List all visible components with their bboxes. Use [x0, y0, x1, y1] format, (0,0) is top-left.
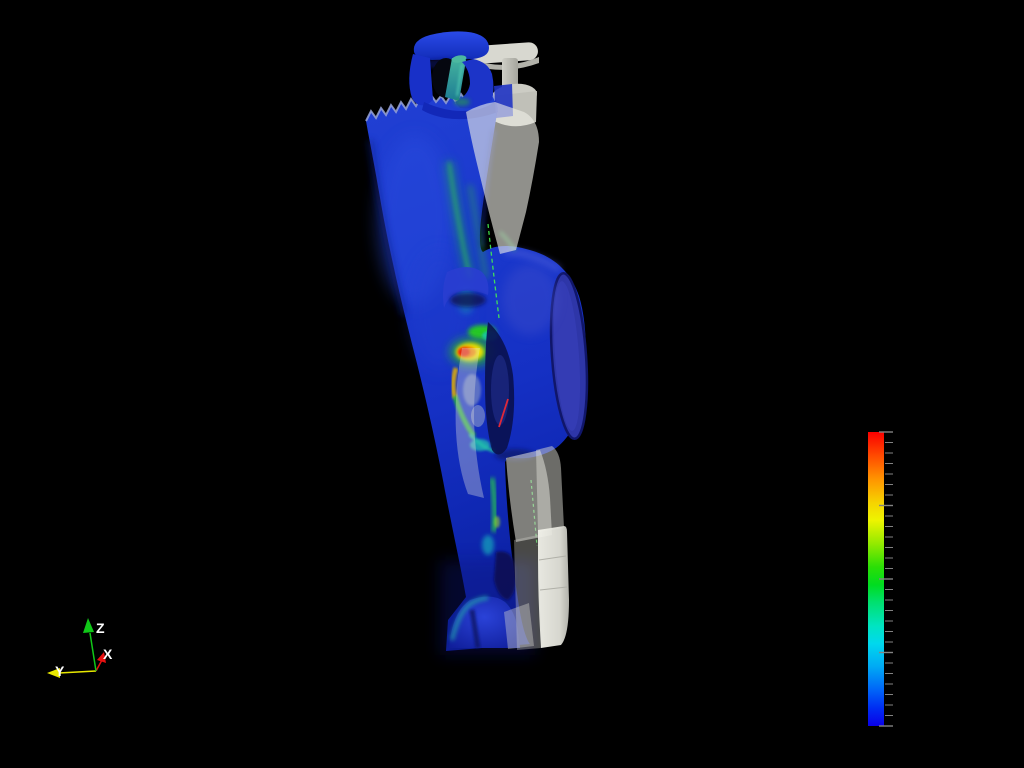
ghost-foot-seam-2: [539, 586, 568, 591]
cutout-inner: [491, 355, 509, 425]
clamp-base-green: [454, 98, 470, 106]
z-axis-label: Z: [96, 620, 105, 636]
foot-teal-arc: [450, 596, 489, 641]
stress-band-green: [452, 395, 477, 438]
stress-streak-lower: [489, 477, 498, 533]
stress-concentration-zone: [443, 267, 515, 455]
stress-cyan-lower: [482, 535, 494, 555]
clamp-right-jaw: [455, 59, 494, 109]
cylinder-boss: [495, 249, 589, 461]
ghost-mid-band: [455, 348, 484, 498]
cylinder-body-highlight: [502, 265, 558, 335]
hotspot-red-max: [458, 347, 470, 357]
cylinder-top-highlight: [504, 249, 562, 273]
y-axis-label: Y: [55, 663, 65, 679]
deformed-foot: [449, 596, 520, 649]
ghost-slab-upper: [536, 446, 564, 532]
z-axis-arrowhead: [83, 618, 94, 633]
foot-fold-shadow: [469, 609, 481, 649]
stress-streak-upper-core: [447, 161, 472, 279]
y-axis-arrowhead: [47, 668, 60, 678]
axis-triad: X Y Z: [47, 618, 113, 679]
stress-band-yellow: [450, 367, 459, 399]
undeformed-ghost-front: [455, 102, 569, 650]
cylinder-face: [553, 281, 581, 431]
clamp-left-arm: [409, 54, 433, 106]
clamp-cap: [413, 31, 489, 60]
x-axis-label: X: [103, 646, 113, 662]
color-legend-ticks: [879, 431, 893, 727]
ghost-front-band: [514, 535, 541, 650]
stress-streak-upper-2: [467, 184, 489, 279]
mesh-edge-line-upper: [487, 223, 500, 319]
clamp-pin-highlight: [456, 63, 463, 97]
probe-line: [498, 398, 509, 428]
lower-stress-zone: [482, 477, 517, 620]
ghost-patch-1: [463, 374, 481, 406]
stress-speck-yellowgreen: [494, 516, 500, 528]
ghost-pin-cap-edge: [474, 57, 539, 70]
cutout-lip-shadow: [450, 293, 486, 307]
body-shadow-left-edge: [367, 139, 407, 316]
x-axis-line: [95, 659, 103, 672]
ghost-patch-2: [471, 405, 485, 427]
clamp-pin-top: [451, 55, 467, 63]
dark-pocket-lower: [494, 551, 517, 600]
ghost-upper-swoosh: [466, 102, 539, 254]
ghost-foot-seam-1: [538, 555, 567, 561]
x-axis-arrowhead: [97, 652, 106, 663]
z-axis-line: [89, 632, 97, 672]
ghost-base-plate: [504, 603, 534, 649]
color-legend[interactable]: [868, 431, 893, 727]
cutout-upper-lip: [443, 267, 489, 308]
stress-teal-bottom: [470, 439, 490, 451]
y-axis-line: [58, 670, 97, 674]
